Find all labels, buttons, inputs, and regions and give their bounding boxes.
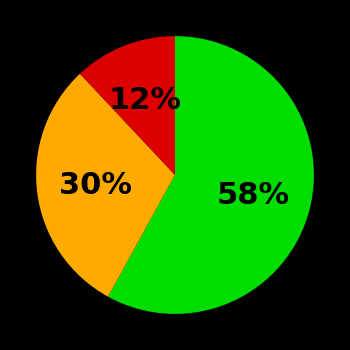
Text: 58%: 58% — [216, 181, 289, 210]
Text: 12%: 12% — [109, 86, 182, 114]
Wedge shape — [80, 36, 175, 175]
Text: 30%: 30% — [58, 170, 132, 199]
Wedge shape — [108, 36, 314, 314]
Wedge shape — [36, 74, 175, 297]
